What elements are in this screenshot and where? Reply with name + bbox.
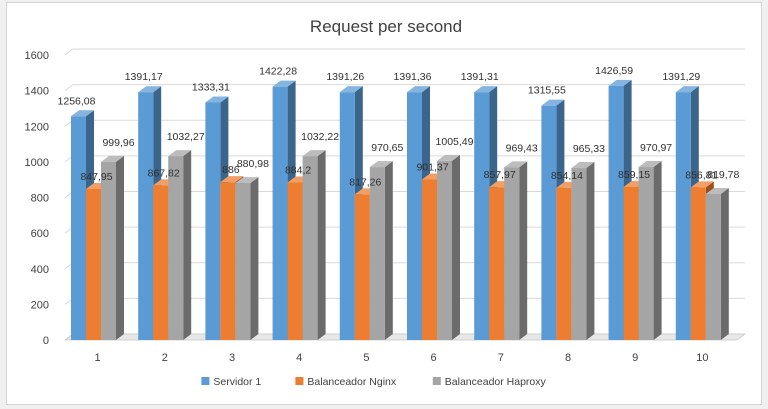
x-tick-label: 7 (498, 352, 504, 364)
x-tick-label: 2 (162, 352, 168, 364)
legend-swatch (432, 377, 441, 385)
data-label: 1391,31 (461, 71, 499, 83)
data-label: 970,97 (640, 142, 672, 154)
data-label: 847,95 (80, 171, 112, 183)
bar (101, 155, 124, 340)
bar-chart: Request per second 0 200 400 600 800 1000 1200… (25, 17, 747, 388)
x-tick-label: 6 (431, 352, 437, 364)
data-label: 819,78 (707, 169, 739, 181)
x-tick-label: 3 (229, 352, 235, 364)
data-label: 1315,55 (528, 85, 566, 97)
data-label: 970,65 (371, 142, 403, 154)
data-label: 857,97 (484, 169, 516, 181)
bar (168, 150, 192, 340)
bar (638, 161, 662, 340)
y-tick-label: 1200 (25, 121, 49, 133)
data-label: 886 (222, 164, 240, 176)
y-axis-tick-labels: 0 200 400 600 800 1000 1200 1400 1600 (25, 50, 49, 347)
data-label: 867,82 (148, 167, 180, 179)
data-label: 969,43 (506, 142, 538, 154)
bar (235, 177, 259, 340)
data-label: 1391,29 (662, 71, 700, 83)
y-tick-label: 600 (31, 228, 49, 240)
chart-frame[interactable]: Request per second 0 200 400 600 800 1000 1200… (6, 2, 762, 405)
legend-label: Balanceador Nginx (307, 376, 396, 388)
data-label: 856,81 (685, 169, 717, 181)
legend-label: Servidor 1 (213, 376, 261, 388)
y-tick-label: 800 (31, 193, 49, 205)
x-axis-tick-labels: 1 2 3 4 5 6 7 8 9 10 (95, 352, 709, 364)
data-label: 1005,49 (436, 136, 474, 148)
data-label: 1256,08 (58, 95, 96, 107)
data-label: 884,2 (285, 165, 311, 177)
data-label: 1391,17 (125, 71, 163, 83)
data-label: 880,98 (237, 158, 269, 170)
x-tick-label: 9 (632, 352, 638, 364)
legend-item: Balanceador Nginx (295, 376, 397, 388)
data-label: 1391,36 (394, 71, 432, 83)
bar-marks (71, 79, 729, 341)
data-label: 1391,26 (326, 71, 364, 83)
bar (302, 150, 326, 340)
y-tick-label: 1000 (25, 157, 49, 169)
data-labels: 1256,08 847,95 999,96 1391,17 867,82 1032,27 1… (58, 65, 740, 189)
x-tick-label: 8 (565, 352, 571, 364)
data-label: 1032,22 (301, 131, 339, 143)
y-tick-label: 400 (31, 264, 49, 276)
bar (571, 162, 595, 340)
gridline-depth (64, 48, 74, 56)
legend-item: Balanceador Haproxy (432, 376, 547, 388)
x-tick-label: 4 (296, 352, 302, 364)
legend-label: Balanceador Haproxy (445, 376, 547, 388)
y-tick-label: 1400 (25, 86, 49, 98)
x-tick-label: 10 (696, 352, 708, 364)
chart-title: Request per second (310, 17, 462, 36)
bar (437, 154, 460, 340)
y-tick-label: 200 (31, 299, 49, 311)
legend-item: Servidor 1 (201, 376, 261, 388)
data-label: 854,14 (551, 170, 583, 182)
data-label: 901,37 (416, 161, 448, 173)
gridline-depth (64, 84, 74, 92)
legend-swatch (201, 377, 210, 385)
data-label: 999,96 (102, 137, 134, 149)
bar (705, 187, 729, 340)
data-label: 1426,59 (595, 65, 633, 77)
data-label: 859,15 (618, 169, 650, 181)
bar (504, 161, 528, 340)
data-label: 1032,27 (167, 131, 205, 143)
data-label: 1422,28 (259, 66, 297, 78)
data-label: 965,33 (573, 143, 605, 155)
y-tick-label: 1600 (25, 50, 49, 62)
y-tick-label: 0 (43, 335, 49, 347)
data-label: 1333,31 (192, 82, 230, 94)
bar (369, 161, 393, 340)
data-label: 817,26 (349, 176, 381, 188)
x-tick-label: 1 (95, 352, 101, 364)
legend-swatch (295, 377, 304, 385)
x-tick-label: 5 (363, 352, 369, 364)
legend: Servidor 1 Balanceador Nginx Balanceador H… (201, 376, 547, 388)
